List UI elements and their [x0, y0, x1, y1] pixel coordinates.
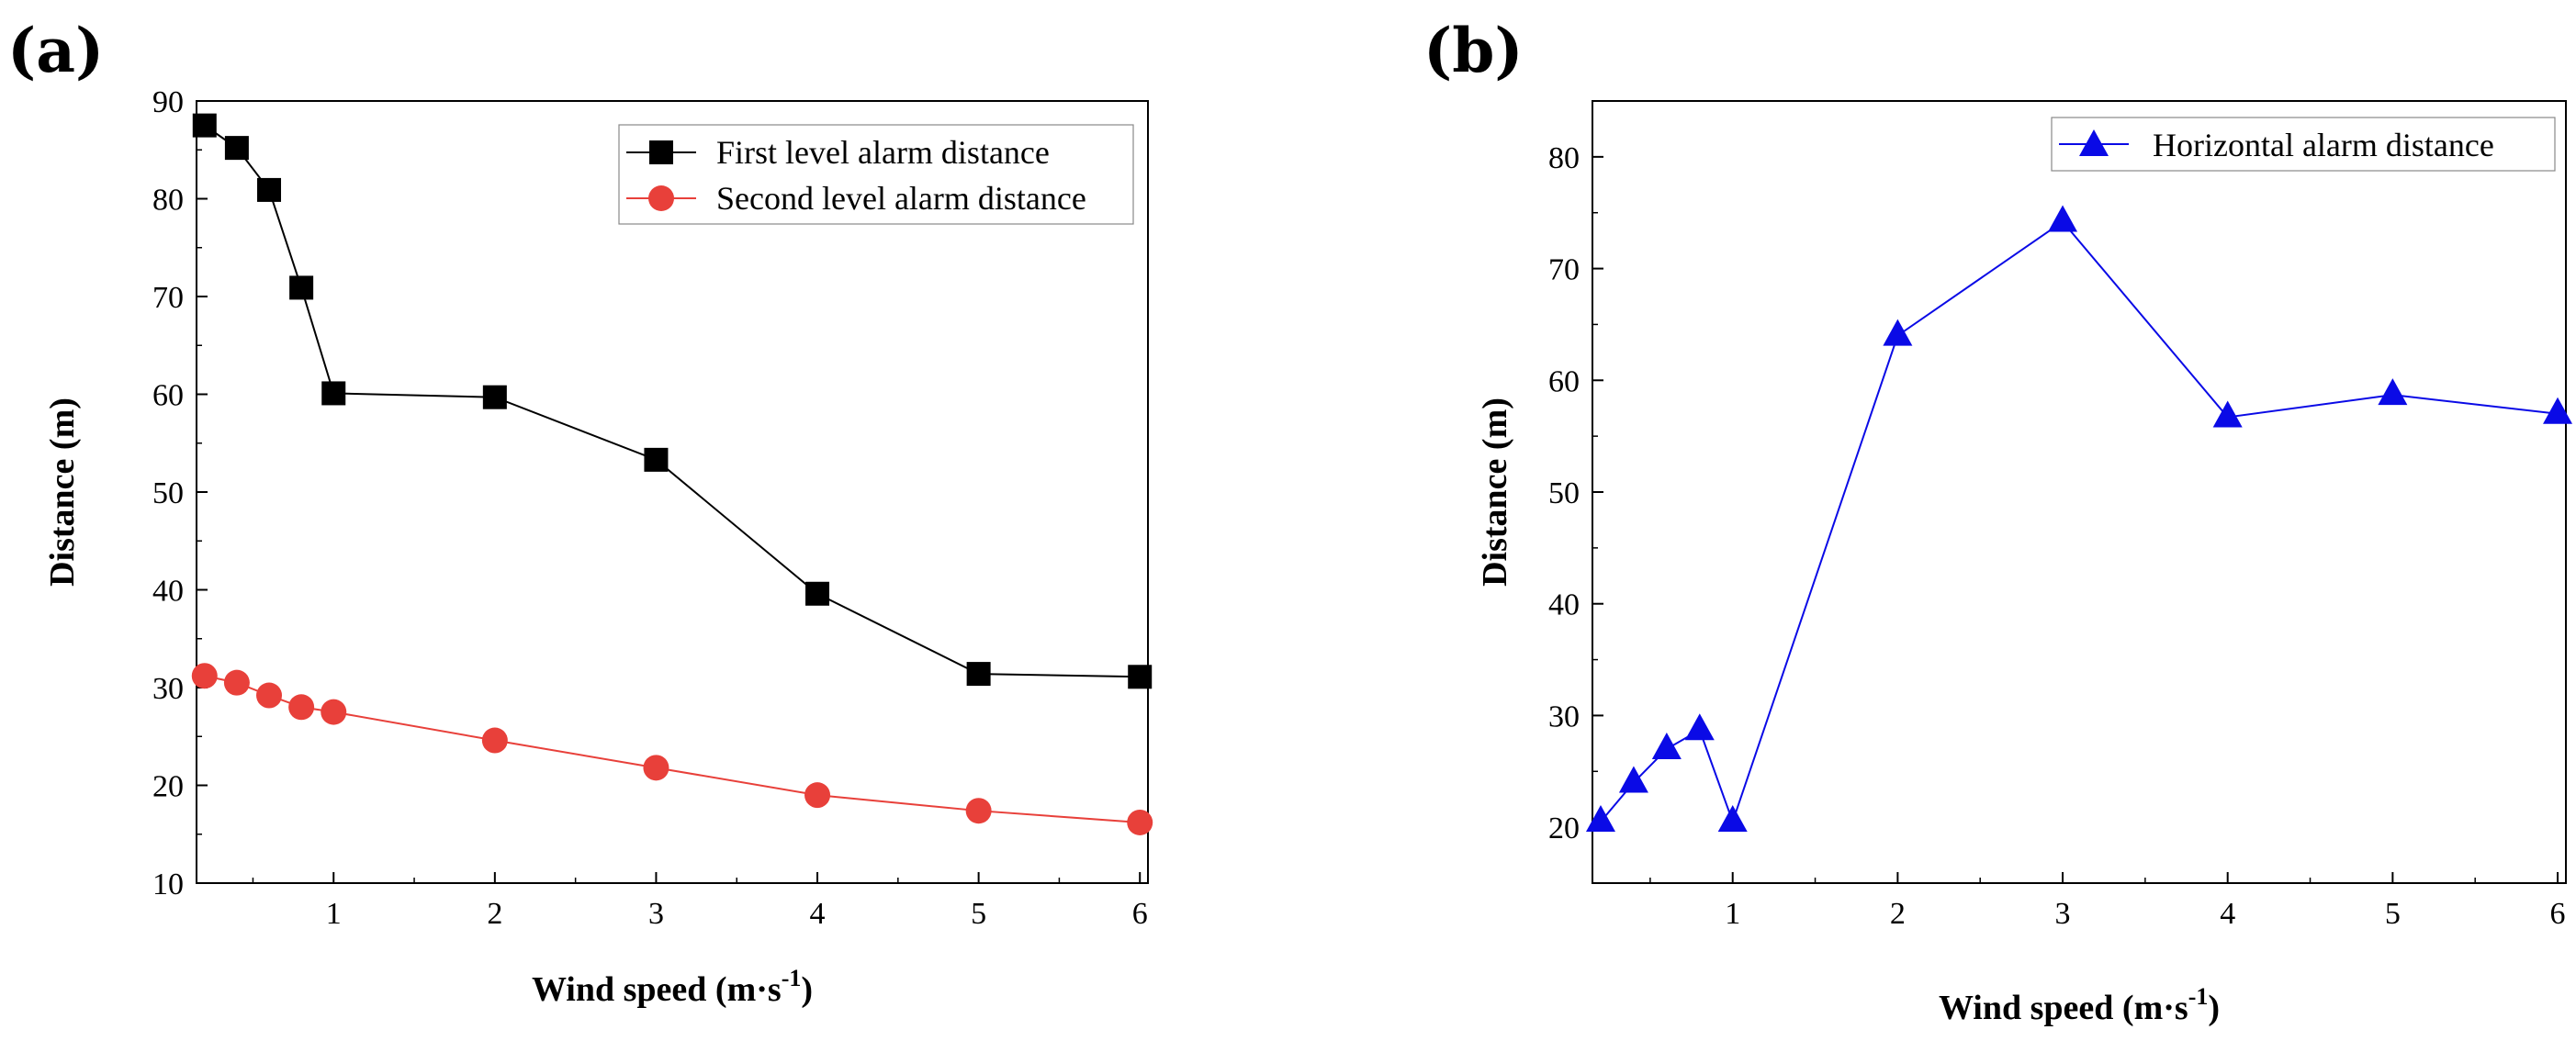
legend-marker-second	[648, 185, 674, 211]
series-group-b	[1585, 205, 2573, 833]
y-tick-label-a-70: 70	[152, 281, 184, 315]
data-point-b-0-7	[2212, 400, 2243, 428]
y-tick-label-b-50: 50	[1548, 476, 1580, 510]
x-axis-title-b: Wind speed (m·s-1)	[1939, 983, 2220, 1027]
legend-label-first: First level alarm distance	[716, 134, 1050, 171]
data-point-a-1-8	[965, 798, 992, 824]
data-point-a-0-1	[224, 136, 249, 161]
ticks-a: 1 2 3 4 5 6 10 20 30 40 50 60 70 80 90	[152, 85, 1148, 931]
data-point-a-0-5	[482, 385, 507, 409]
data-point-a-1-4	[321, 699, 347, 725]
legend-a: First level alarm distance Second level …	[618, 124, 1134, 225]
data-point-a-0-0	[192, 113, 217, 138]
x-tick-label-b-3: 3	[2055, 897, 2071, 931]
x-axis-title-a-main: Wind speed (m·s	[532, 970, 782, 1009]
x-tick-label-a-3: 3	[648, 897, 664, 931]
x-axis-title-a: Wind speed (m·s-1)	[532, 965, 813, 1009]
panel-a: (a) 1 2 3 4 5 6 10 20 30 40 50 60 70 80 90 Distance (m…	[7, 15, 1153, 1009]
y-tick-label-b-70: 70	[1548, 253, 1580, 287]
legend-box-a	[618, 124, 1134, 225]
data-point-a-1-3	[288, 694, 315, 721]
x-tick-label-a-1: 1	[326, 897, 342, 931]
data-point-b-0-3	[1684, 713, 1715, 741]
data-point-b-0-4	[1717, 805, 1748, 833]
panel-label-b: (b)	[1423, 15, 1524, 86]
series-line-b-0	[1600, 220, 2559, 825]
ticks-b: 1 2 3 4 5 6 20 30 40 50 60 70 80	[1548, 141, 2566, 931]
y-tick-label-a-10: 10	[152, 868, 184, 901]
x-tick-label-a-6: 6	[1132, 897, 1148, 931]
data-point-a-1-1	[223, 669, 250, 696]
data-point-b-0-0	[1585, 805, 1615, 833]
y-tick-label-b-40: 40	[1548, 588, 1580, 622]
data-point-b-0-2	[1651, 732, 1682, 759]
x-axis-title-b-close: )	[2208, 989, 2220, 1027]
y-tick-label-b-30: 30	[1548, 700, 1580, 733]
panel-label-a: (a)	[7, 15, 104, 86]
series-line-a-0	[204, 124, 1141, 678]
data-point-a-0-3	[289, 275, 314, 300]
x-tick-label-b-2: 2	[1890, 897, 1906, 931]
y-tick-label-b-20: 20	[1548, 812, 1580, 845]
data-point-a-0-9	[1128, 665, 1153, 689]
x-tick-label-a-5: 5	[971, 897, 986, 931]
legend-label-second: Second level alarm distance	[716, 180, 1086, 217]
y-tick-label-a-30: 30	[152, 672, 184, 706]
data-point-a-1-7	[804, 782, 831, 809]
data-point-a-0-4	[321, 381, 346, 406]
series-group-a	[191, 113, 1153, 835]
data-point-a-0-7	[805, 581, 830, 606]
y-tick-label-a-80: 80	[152, 184, 184, 218]
x-tick-label-a-2: 2	[487, 897, 502, 931]
data-point-b-0-9	[2543, 397, 2573, 424]
data-point-a-0-8	[966, 662, 991, 687]
y-tick-label-a-20: 20	[152, 770, 184, 804]
data-point-a-0-2	[257, 177, 282, 202]
x-tick-label-b-6: 6	[2550, 897, 2566, 931]
x-tick-label-a-4: 4	[810, 897, 826, 931]
legend-label-horizontal: Horizontal alarm distance	[2153, 127, 2494, 163]
series-line-a-1	[204, 675, 1141, 823]
y-tick-label-a-90: 90	[152, 85, 184, 119]
x-axis-title-b-main: Wind speed (m·s	[1939, 989, 2188, 1027]
x-axis-title-b-sup: -1	[2188, 983, 2209, 1010]
x-tick-label-b-4: 4	[2220, 897, 2235, 931]
x-tick-label-b-5: 5	[2385, 897, 2401, 931]
data-point-b-0-1	[1618, 766, 1648, 793]
x-axis-title-a-sup: -1	[782, 965, 802, 991]
data-point-b-0-8	[2378, 378, 2408, 406]
legend-marker-first	[649, 140, 673, 164]
data-point-a-1-2	[256, 682, 283, 709]
y-tick-label-b-80: 80	[1548, 141, 1580, 175]
y-tick-label-a-60: 60	[152, 379, 184, 413]
y-axis-title-b: Distance (m)	[1476, 397, 1514, 587]
data-point-a-1-9	[1127, 809, 1153, 835]
y-axis-title-a: Distance (m)	[43, 397, 82, 587]
legend-box-b	[2051, 117, 2556, 172]
data-point-a-0-6	[644, 447, 669, 472]
y-tick-label-a-50: 50	[152, 476, 184, 510]
panel-b: (b) 1 2 3 4 5 6 20 30 40 50 60 70 80 Distance (m) Wi…	[1423, 15, 2573, 1027]
y-tick-label-b-60: 60	[1548, 364, 1580, 398]
plot-frame-b	[1592, 100, 2567, 884]
x-tick-label-b-1: 1	[1725, 897, 1740, 931]
data-point-b-0-5	[1883, 319, 1913, 346]
data-point-a-1-5	[481, 727, 508, 754]
y-tick-label-a-40: 40	[152, 575, 184, 609]
legend-marker-horizontal	[2079, 129, 2109, 156]
legend-b: Horizontal alarm distance	[2051, 117, 2556, 172]
data-point-a-1-6	[643, 755, 669, 781]
data-point-a-1-0	[191, 663, 218, 689]
x-axis-title-a-close: )	[801, 970, 813, 1009]
data-point-b-0-6	[2048, 205, 2078, 232]
